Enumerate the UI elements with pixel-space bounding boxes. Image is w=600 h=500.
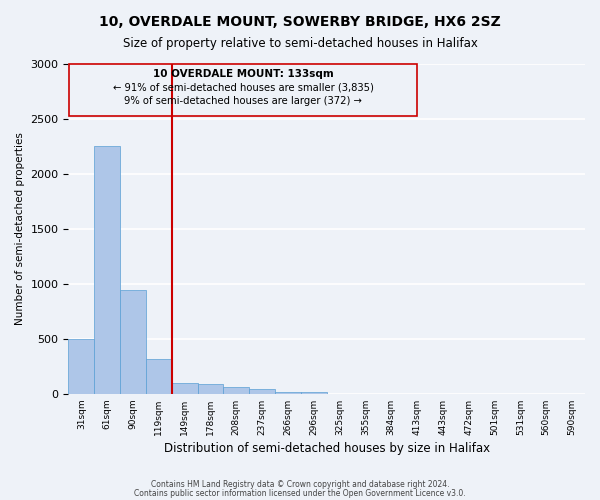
Text: 10 OVERDALE MOUNT: 133sqm: 10 OVERDALE MOUNT: 133sqm: [152, 69, 334, 79]
Bar: [197, 384, 223, 394]
Bar: [172, 384, 197, 394]
Y-axis label: Number of semi-detached properties: Number of semi-detached properties: [15, 132, 25, 326]
Text: Contains HM Land Registry data © Crown copyright and database right 2024.: Contains HM Land Registry data © Crown c…: [151, 480, 449, 489]
Bar: [94, 146, 120, 394]
X-axis label: Distribution of semi-detached houses by size in Halifax: Distribution of semi-detached houses by …: [164, 442, 490, 455]
Bar: [223, 387, 249, 394]
Bar: [120, 290, 146, 394]
Bar: [275, 392, 301, 394]
Bar: [249, 389, 275, 394]
Text: Contains public sector information licensed under the Open Government Licence v3: Contains public sector information licen…: [134, 489, 466, 498]
Text: ← 91% of semi-detached houses are smaller (3,835): ← 91% of semi-detached houses are smalle…: [113, 82, 373, 92]
Bar: [301, 392, 327, 394]
Text: Size of property relative to semi-detached houses in Halifax: Size of property relative to semi-detach…: [122, 38, 478, 51]
Bar: [68, 339, 94, 394]
Text: 10, OVERDALE MOUNT, SOWERBY BRIDGE, HX6 2SZ: 10, OVERDALE MOUNT, SOWERBY BRIDGE, HX6 …: [99, 15, 501, 29]
Text: 9% of semi-detached houses are larger (372) →: 9% of semi-detached houses are larger (3…: [124, 96, 362, 106]
Bar: [146, 358, 172, 394]
